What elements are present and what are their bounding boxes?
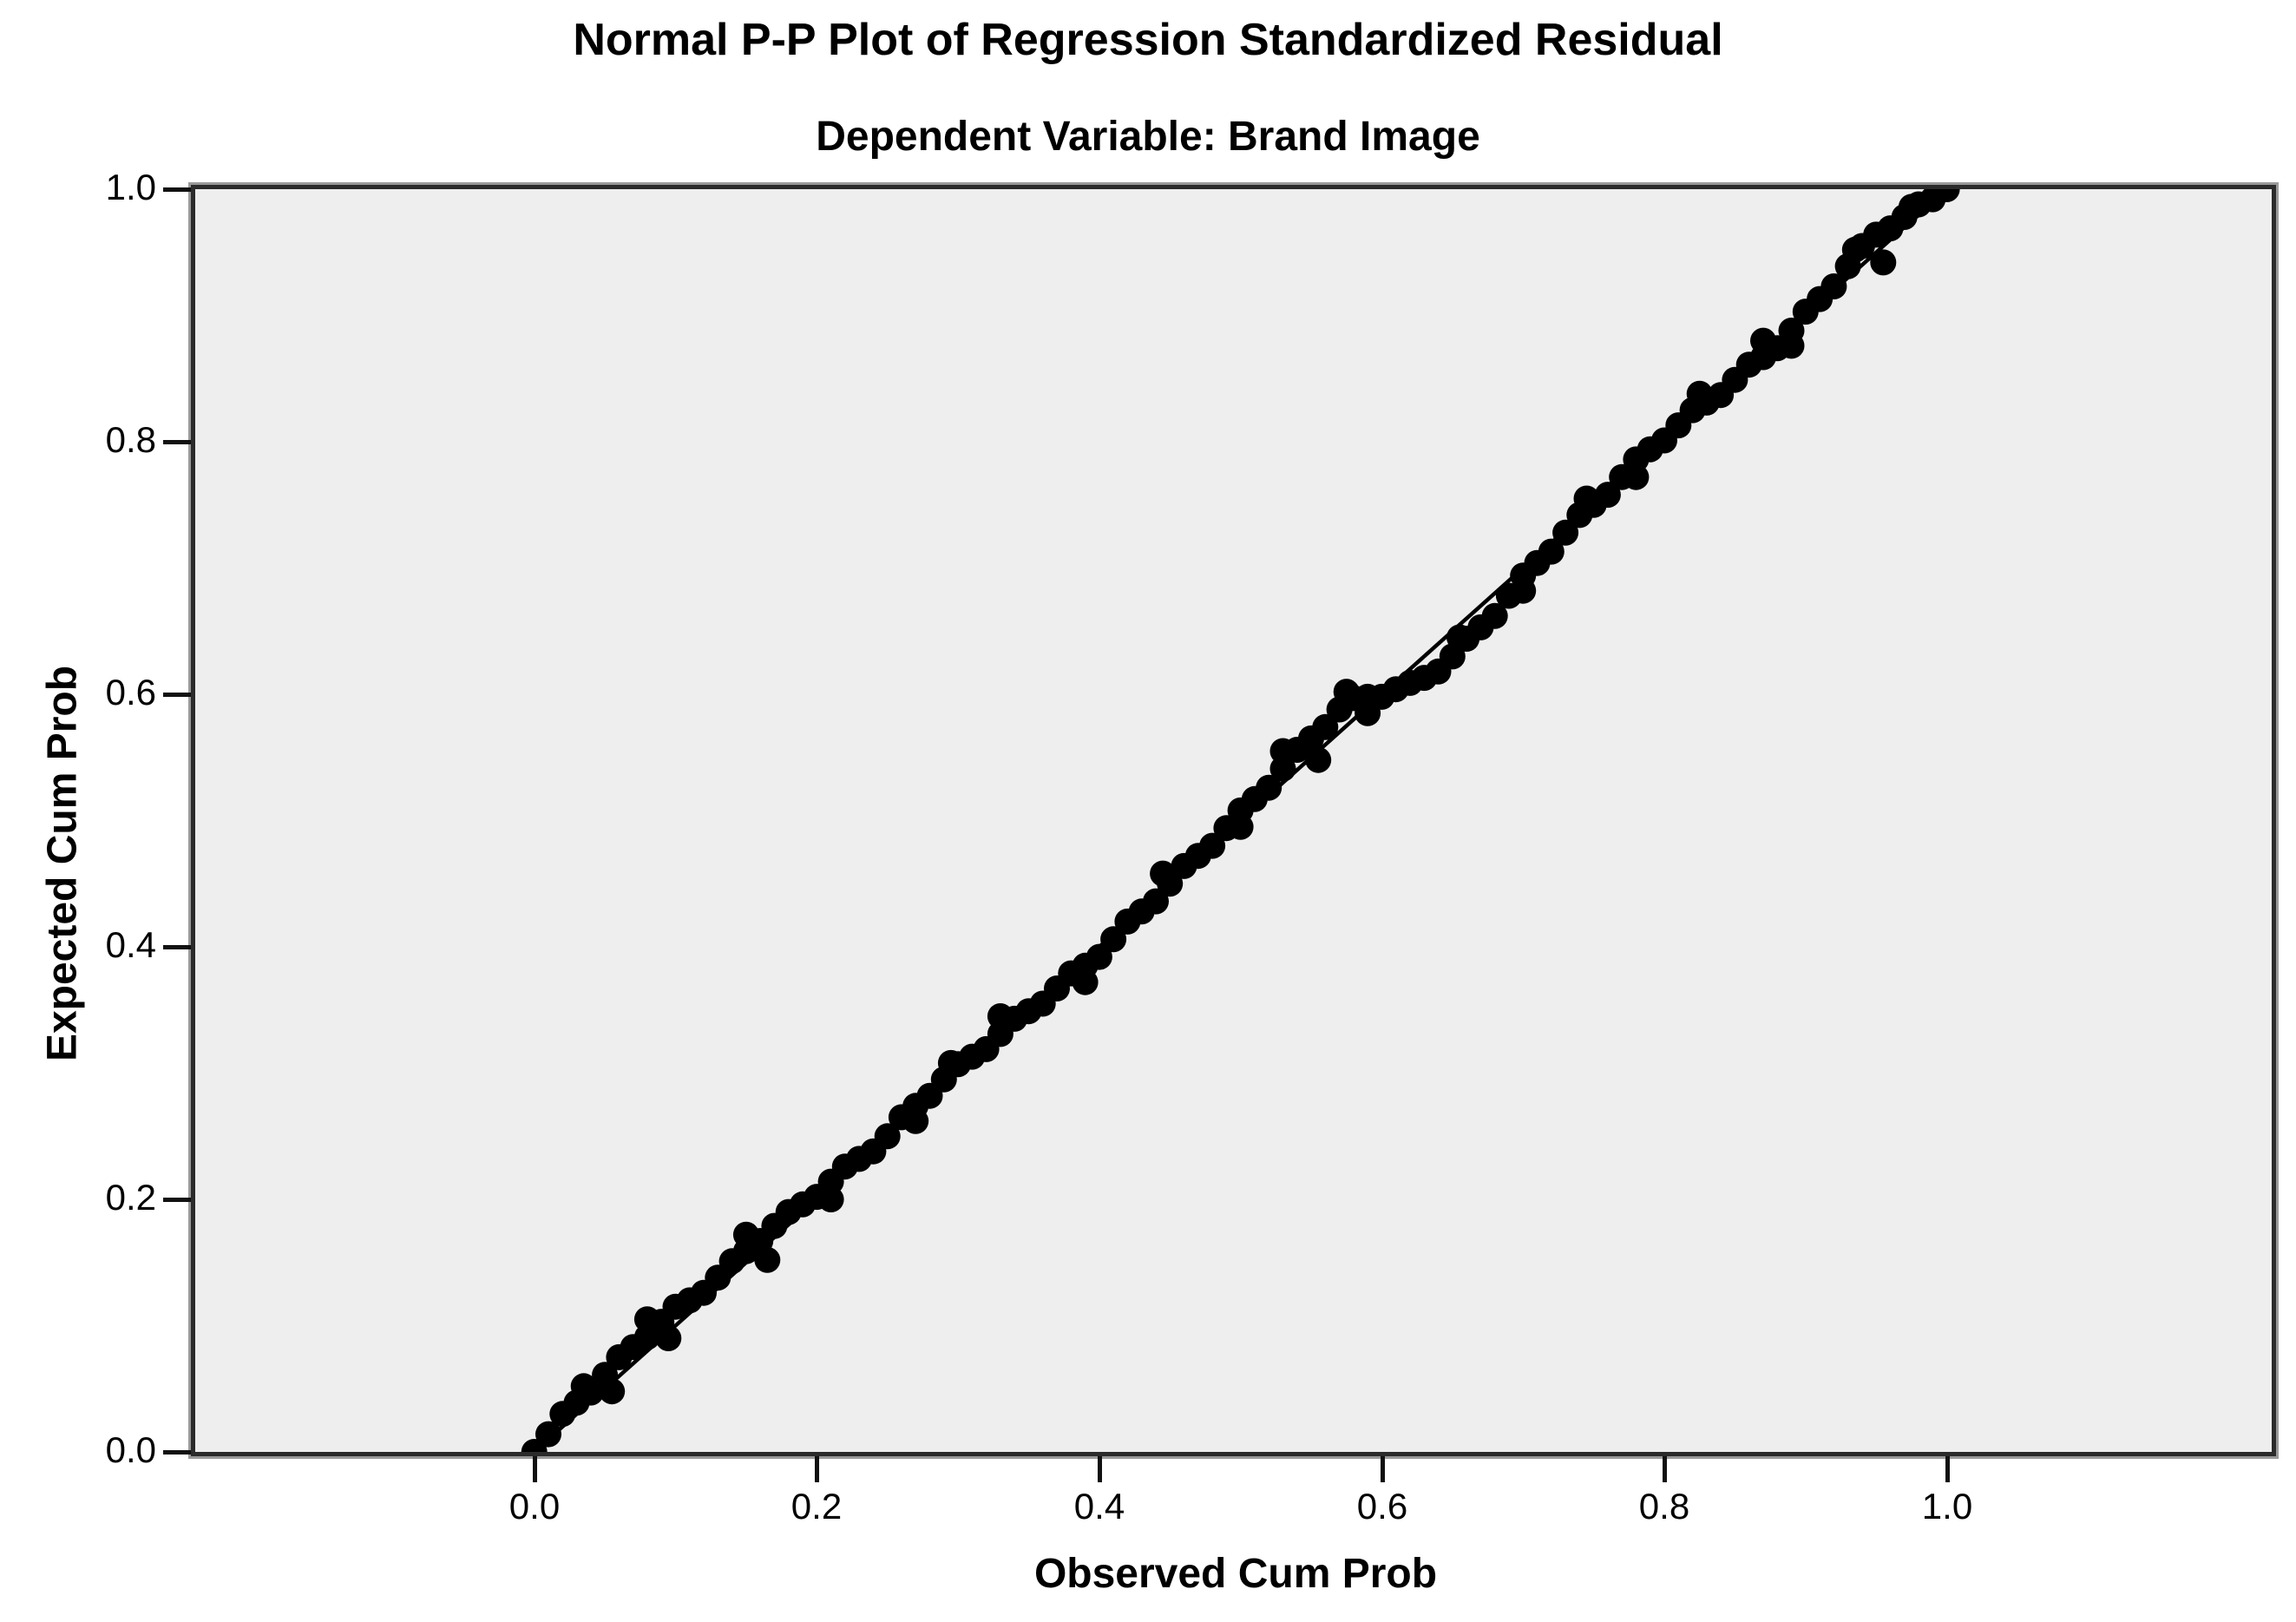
data-point <box>1269 738 1296 765</box>
data-point <box>1446 624 1473 651</box>
data-point <box>1510 577 1537 604</box>
data-point <box>1594 482 1621 509</box>
x-tick-mark <box>533 1456 537 1482</box>
chart-title: Normal P-P Plot of Regression Standardiz… <box>573 15 1723 65</box>
data-point <box>1143 888 1169 915</box>
data-point <box>1841 236 1868 263</box>
x-tick-label: 0.6 <box>1356 1486 1408 1527</box>
plot-area <box>188 182 2279 1459</box>
data-point <box>1552 519 1579 546</box>
data-point <box>1072 969 1099 995</box>
y-tick-mark <box>163 945 191 949</box>
data-point <box>599 1378 626 1405</box>
data-point <box>1086 943 1112 970</box>
x-tick-label: 0.8 <box>1638 1486 1690 1527</box>
data-point <box>1333 679 1360 706</box>
y-tick-mark <box>163 440 191 444</box>
data-point <box>1100 926 1127 953</box>
data-point <box>1538 538 1565 565</box>
data-point <box>987 1003 1014 1029</box>
x-tick-label: 0.4 <box>1073 1486 1125 1527</box>
x-tick-mark <box>815 1456 819 1482</box>
data-point <box>1573 485 1600 512</box>
scatter-canvas <box>521 189 1960 1452</box>
data-point <box>1481 602 1508 629</box>
data-point <box>1750 327 1776 354</box>
data-point <box>817 1186 844 1212</box>
y-tick-label: 0.0 <box>105 1429 156 1470</box>
x-axis-title: Observed Cum Prob <box>1033 1551 1438 1597</box>
data-point <box>1305 746 1332 773</box>
y-tick-label: 0.2 <box>105 1177 156 1218</box>
x-tick-mark <box>1381 1456 1385 1482</box>
data-point <box>902 1107 929 1134</box>
data-point <box>754 1246 781 1273</box>
data-point <box>633 1306 660 1333</box>
data-point <box>874 1123 901 1150</box>
data-point <box>1933 189 1960 202</box>
data-point <box>1870 249 1897 276</box>
x-tick-mark <box>1098 1456 1102 1482</box>
data-point <box>1227 813 1254 840</box>
y-tick-mark <box>163 1198 191 1202</box>
data-point <box>535 1421 561 1448</box>
data-point <box>1256 774 1282 801</box>
y-tick-mark <box>163 187 191 192</box>
x-tick-label: 0.2 <box>790 1486 843 1527</box>
data-point <box>570 1373 597 1400</box>
x-tick-mark <box>1945 1456 1950 1482</box>
data-point <box>1623 463 1650 490</box>
y-tick-label: 0.8 <box>105 419 156 460</box>
y-tick-mark <box>163 1450 191 1455</box>
x-tick-label: 1.0 <box>1921 1486 1973 1527</box>
data-point <box>1150 860 1177 887</box>
y-tick-mark <box>163 693 191 697</box>
data-point <box>1199 832 1226 859</box>
data-point <box>1686 380 1713 407</box>
data-point <box>1778 332 1805 359</box>
y-tick-label: 0.4 <box>105 924 156 965</box>
data-point <box>1355 699 1381 726</box>
y-tick-label: 1.0 <box>105 167 156 207</box>
y-tick-label: 0.6 <box>105 672 156 712</box>
x-tick-mark <box>1663 1456 1667 1482</box>
data-point <box>1820 273 1847 299</box>
data-point <box>937 1049 964 1076</box>
data-point <box>732 1221 759 1248</box>
chart-subtitle: Dependent Variable: Brand Image <box>816 114 1480 160</box>
x-tick-label: 0.0 <box>508 1486 561 1527</box>
data-point <box>1898 194 1925 220</box>
data-point <box>655 1325 682 1351</box>
y-axis-title: Expected Cum Prob <box>39 665 86 1062</box>
data-point <box>1312 713 1339 740</box>
